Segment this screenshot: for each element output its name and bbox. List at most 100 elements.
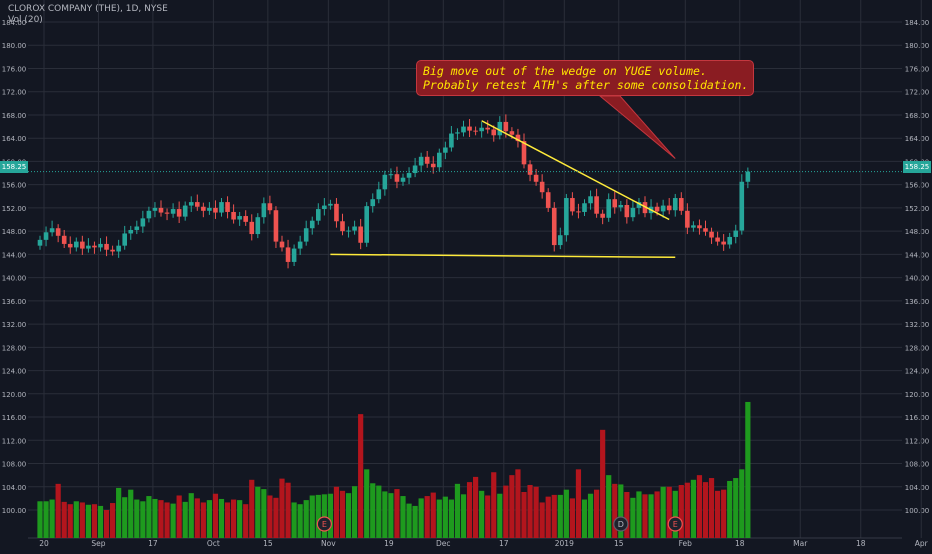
candle-down	[521, 141, 527, 165]
volume-bar-up	[315, 494, 321, 538]
volume-bar-up	[660, 486, 666, 538]
volume-bar-down	[212, 493, 219, 538]
candle-up	[303, 228, 309, 242]
volume-bar-down	[575, 469, 582, 538]
y-tick-label-right: 100.00	[905, 507, 930, 515]
volume-bar-up	[448, 499, 454, 538]
volume-bar-down	[715, 490, 721, 538]
candle-up	[388, 174, 394, 176]
volume-bar-up	[128, 489, 134, 538]
candle-up	[660, 205, 666, 212]
x-tick-label: 18	[856, 539, 866, 548]
volume-bar-up	[406, 503, 412, 538]
y-tick-label-left: 148.00	[2, 228, 27, 236]
volume-bar-up	[352, 486, 358, 538]
x-tick-label: Nov	[321, 539, 336, 548]
earnings-marker	[667, 516, 683, 532]
volume-bar-up	[581, 499, 588, 538]
volume-bar-up	[454, 483, 461, 538]
candle-down	[576, 211, 581, 213]
candle-up	[322, 205, 327, 210]
volume-bar-up	[146, 496, 152, 538]
candle-up	[43, 232, 49, 240]
candle-up	[207, 207, 212, 211]
volume-bar-up	[49, 499, 55, 538]
volume-bar-down	[527, 485, 533, 538]
candle-up	[98, 243, 103, 248]
volume-bar-down	[696, 475, 703, 538]
volume-bar-down	[164, 502, 170, 538]
x-tick-label: Feb	[679, 539, 693, 548]
candle-down	[491, 129, 497, 136]
volume-bar-up	[237, 500, 243, 538]
candle-up	[461, 126, 466, 133]
candle-up	[370, 199, 376, 207]
candle-up	[739, 181, 745, 231]
candle-down	[267, 203, 273, 211]
x-tick-label: Sep	[91, 539, 105, 548]
candle-up	[170, 209, 176, 214]
volume-bar-up	[85, 504, 91, 538]
volume-bar-down	[545, 496, 551, 538]
candle-down	[430, 163, 436, 168]
candle-up	[376, 189, 382, 200]
candle-up	[636, 202, 642, 208]
volume-bar-down	[67, 504, 73, 538]
candle-up	[564, 198, 569, 236]
volume-bar-down	[721, 489, 727, 538]
volume-bar-up	[636, 491, 642, 538]
candle-down	[473, 130, 478, 132]
volume-bar-down	[279, 478, 285, 538]
candle-down	[394, 174, 400, 182]
y-tick-label-left: 116.00	[2, 414, 27, 422]
volume-bar-up	[648, 494, 654, 538]
volume-bar-down	[473, 476, 479, 538]
volume-bar-up	[309, 495, 315, 538]
candle-down	[721, 241, 726, 245]
volume-bar-down	[551, 494, 557, 538]
x-tick-label: Dec	[436, 539, 451, 548]
y-tick-label-right: 184.00	[905, 19, 930, 27]
volume-bar-up	[630, 497, 636, 538]
last-price-tag-left: 158.25	[0, 161, 28, 173]
y-tick-label-left: 180.00	[2, 42, 27, 50]
y-tick-label-right: 136.00	[905, 298, 930, 306]
volume-bar-up	[739, 469, 745, 538]
volume-bar-down	[509, 475, 515, 538]
y-tick-label-left: 156.00	[2, 182, 27, 190]
volume-bar-down	[533, 486, 539, 538]
candle-up	[122, 233, 127, 246]
candle-down	[279, 241, 285, 248]
volume-bar-down	[424, 496, 430, 538]
volume-bar-down	[55, 483, 61, 538]
volume-bar-down	[339, 490, 346, 538]
x-tick-label: 15	[614, 539, 624, 548]
volume-bar-down	[600, 429, 606, 538]
candle-up	[418, 156, 424, 166]
volume-bar-down	[285, 482, 291, 538]
volume-bar-down	[231, 499, 237, 538]
volume-bar-up	[182, 501, 188, 538]
volume-bar-down	[569, 498, 575, 538]
y-tick-label-left: 128.00	[2, 344, 27, 352]
candle-down	[340, 221, 345, 232]
volume-bar-down	[200, 502, 206, 538]
volume-bar-up	[345, 493, 352, 538]
y-tick-label-left: 112.00	[2, 437, 27, 445]
volume-bar-up	[43, 501, 49, 538]
volume-bar-down	[194, 498, 200, 538]
candle-up	[437, 152, 442, 168]
trendline	[481, 120, 670, 221]
volume-bar-up	[672, 490, 678, 538]
volume-bar-up	[188, 493, 194, 538]
volume-bar-down	[224, 502, 231, 538]
volume-bar-up	[134, 499, 140, 538]
candle-down	[515, 134, 521, 142]
volume-bar-up	[479, 490, 485, 538]
x-tick-label: 19	[384, 539, 394, 548]
volume-bar-up	[727, 480, 733, 538]
candle-down	[551, 207, 557, 246]
last-price-tag-right: 158.25	[903, 161, 931, 173]
annotation-callout[interactable]: Big move out of the wedge on YUGE volume…	[416, 60, 754, 96]
